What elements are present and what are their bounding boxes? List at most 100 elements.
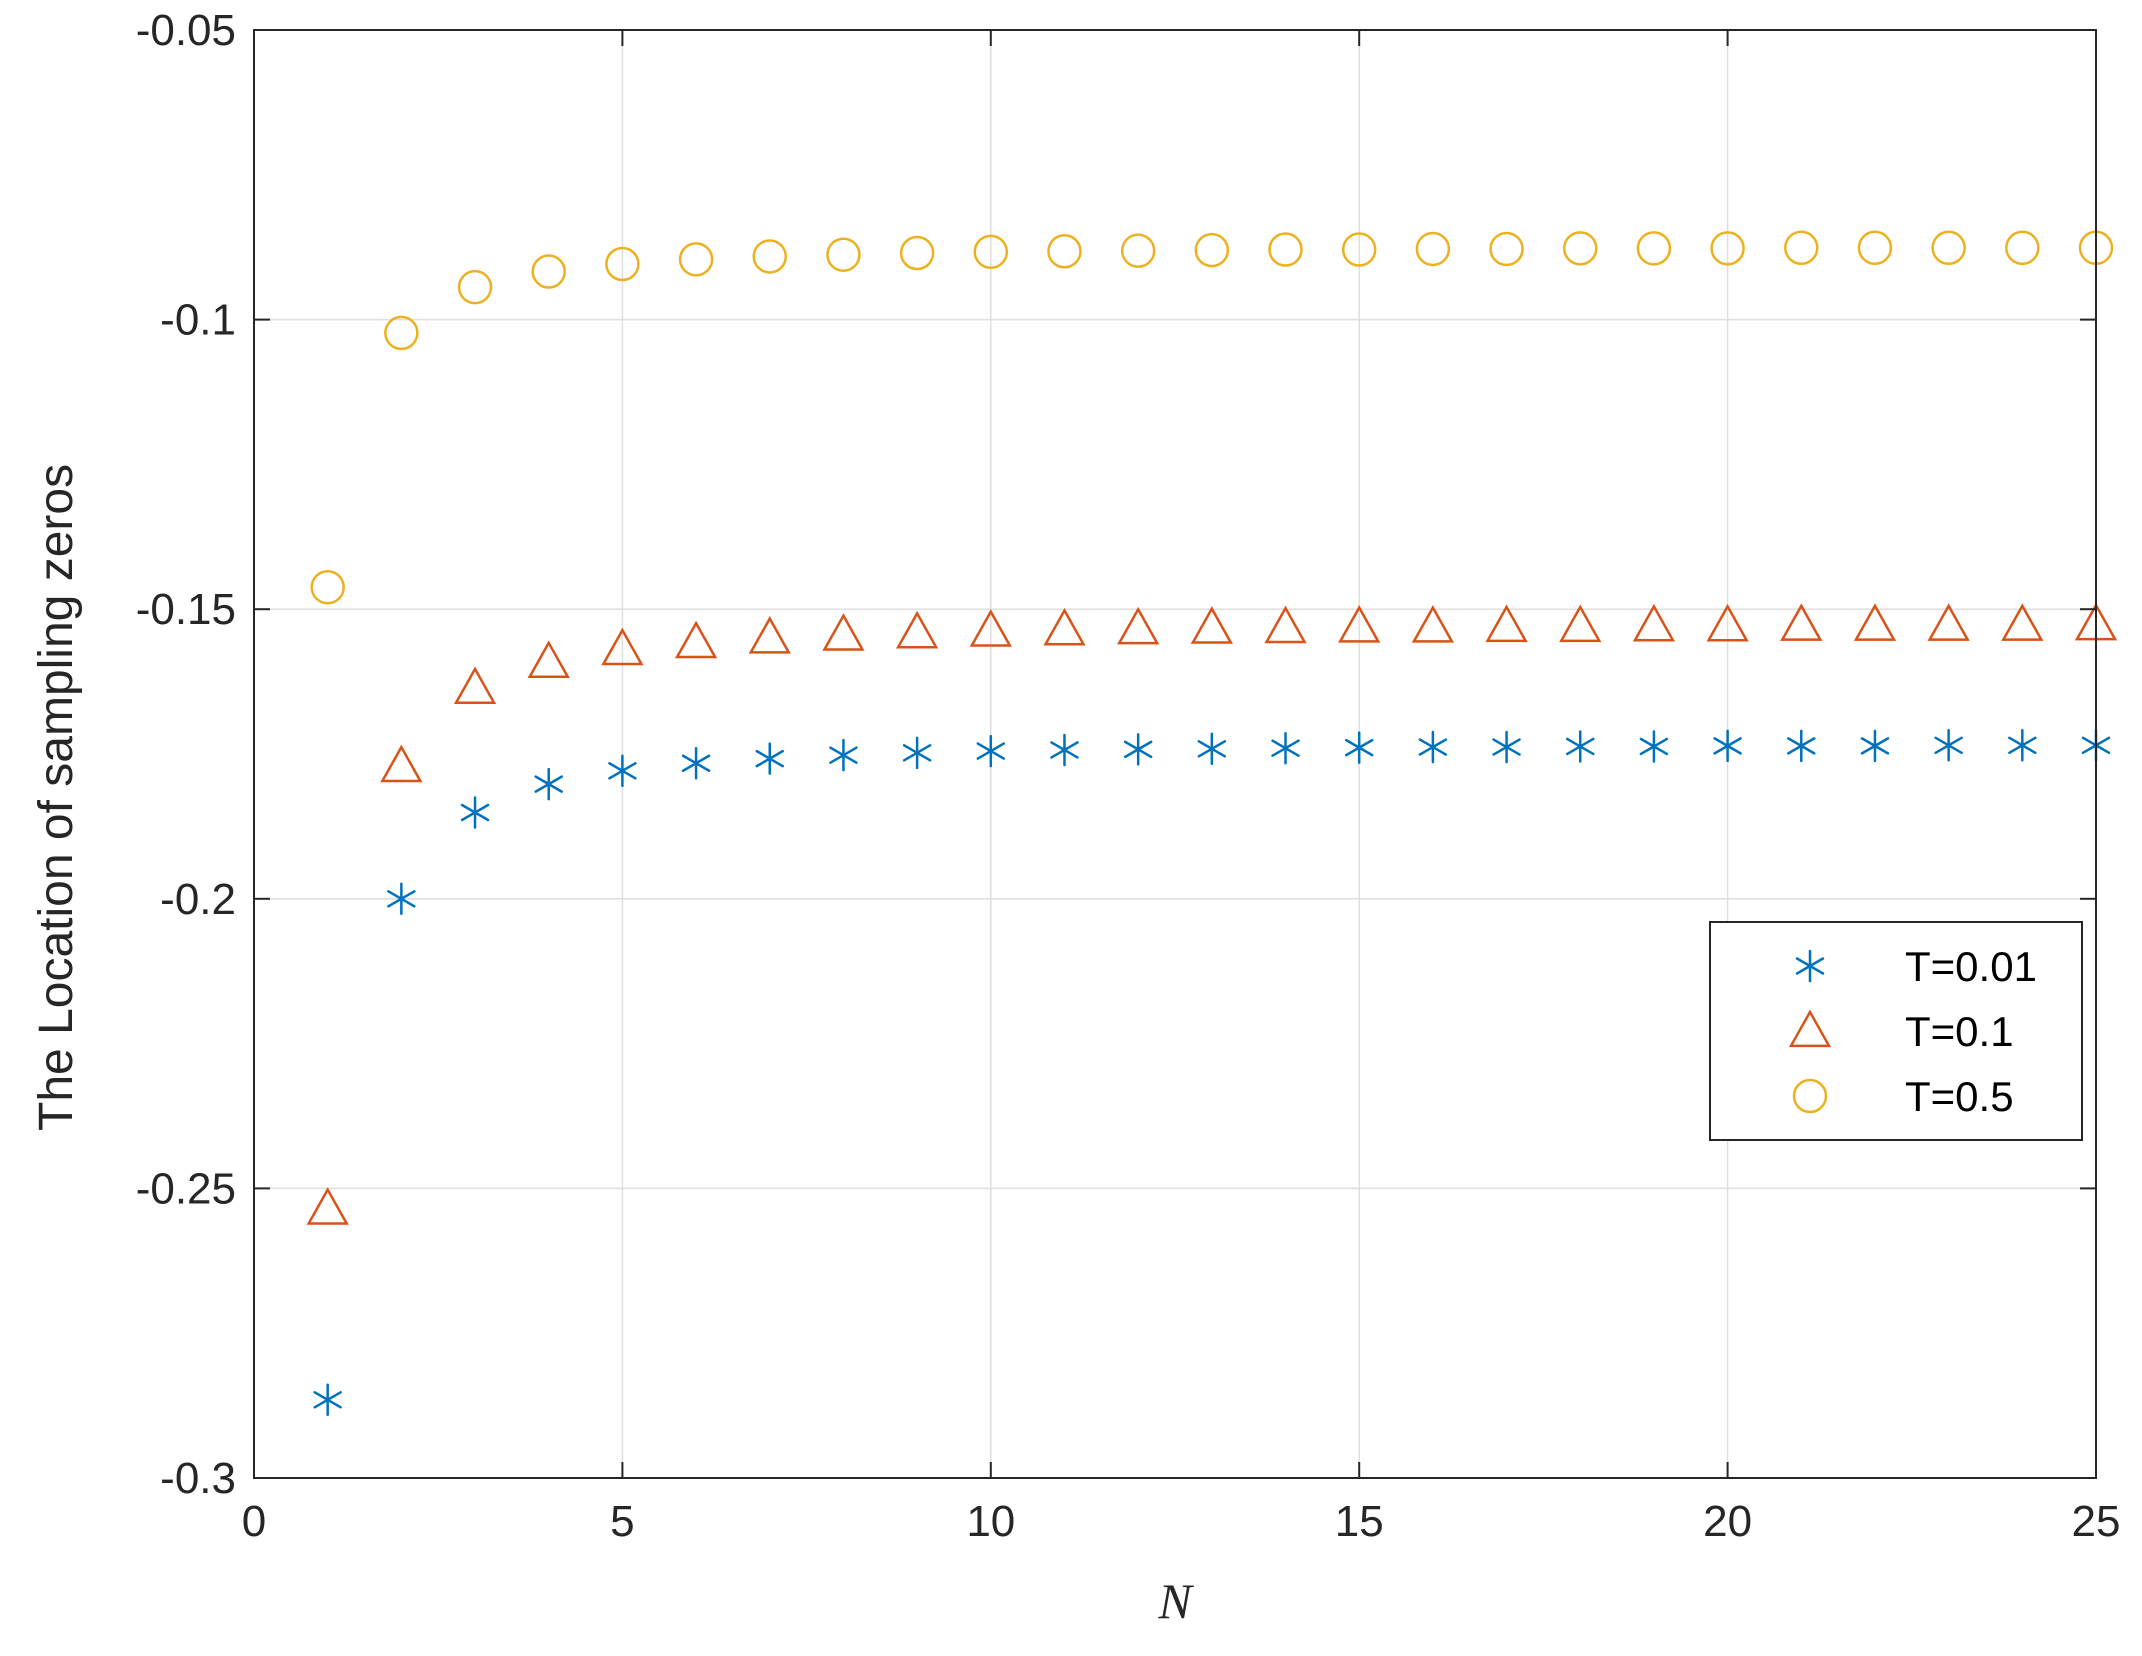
data-point — [1860, 729, 1890, 763]
legend-marker — [1795, 949, 1825, 983]
y-tick-label: -0.25 — [136, 1164, 236, 1213]
data-point — [1710, 231, 1745, 266]
data-point — [1047, 234, 1082, 269]
data-point — [1780, 603, 1823, 641]
data-point — [1857, 230, 1893, 266]
axis-ticks — [253, 29, 2097, 1479]
axes-box — [253, 29, 2097, 1479]
data-point — [1190, 606, 1233, 644]
data-point — [973, 234, 1009, 270]
data-point — [2005, 230, 2040, 266]
data-point — [531, 254, 566, 289]
data-point — [1418, 730, 1448, 764]
data-point — [313, 1383, 342, 1417]
data-point — [822, 613, 865, 651]
data-point — [1787, 729, 1816, 763]
data-point — [674, 620, 718, 659]
data-markers — [306, 230, 2118, 1417]
data-point — [1415, 231, 1451, 267]
data-point — [460, 796, 490, 829]
data-point — [755, 742, 784, 775]
data-point — [1566, 730, 1595, 763]
x-tick-label: 5 — [610, 1497, 634, 1546]
y-tick-label: -0.3 — [160, 1454, 236, 1503]
legend-marker — [1788, 1009, 1832, 1048]
data-point — [527, 640, 570, 678]
data-point — [1706, 603, 1749, 642]
series-2 — [306, 602, 2118, 1225]
data-point — [1636, 231, 1672, 266]
data-point — [1411, 605, 1455, 643]
data-point — [2001, 603, 2044, 641]
y-tick-label: -0.1 — [160, 296, 236, 345]
data-point — [306, 1187, 349, 1225]
data-point — [387, 882, 416, 916]
data-point — [752, 239, 788, 274]
x-axis-label: N — [1157, 1573, 1194, 1629]
legend-entry-label: T=0.01 — [1905, 943, 2037, 990]
data-point — [1344, 731, 1374, 764]
data-point — [1123, 733, 1153, 766]
legend-entry-label: T=0.1 — [1905, 1008, 2014, 1055]
data-point — [1559, 604, 1602, 643]
data-point — [678, 242, 714, 277]
legend: T=0.01 T=0.1 T=0.5 — [1709, 921, 2083, 1141]
data-point — [976, 734, 1006, 768]
data-point — [1271, 731, 1300, 765]
data-point — [1338, 605, 1381, 643]
data-point — [453, 666, 497, 705]
data-point — [899, 235, 935, 271]
data-point — [1639, 730, 1669, 763]
data-point — [1050, 733, 1079, 767]
data-point — [1489, 231, 1524, 267]
data-point — [1197, 732, 1227, 766]
series-1 — [313, 729, 2111, 1417]
y-axis-label: The Location of sampling zeros — [30, 464, 83, 1131]
data-point — [895, 610, 939, 649]
data-point — [310, 569, 345, 605]
x-tick-label: 15 — [1335, 1497, 1384, 1546]
data-point — [1194, 232, 1230, 268]
data-point — [829, 738, 858, 772]
x-tick-label: 25 — [2072, 1497, 2121, 1546]
data-point — [1117, 606, 1160, 645]
data-point — [380, 744, 423, 783]
grid-lines — [254, 30, 2096, 1478]
data-point — [1120, 233, 1156, 268]
data-point — [534, 767, 563, 801]
data-point — [608, 754, 637, 788]
data-point — [681, 747, 711, 780]
data-point — [1485, 604, 1528, 643]
data-point — [2008, 729, 2037, 762]
data-point — [902, 736, 932, 770]
x-tick-label: 10 — [966, 1497, 1015, 1546]
data-point — [1927, 603, 1970, 641]
x-tick-label: 20 — [1703, 1497, 1752, 1546]
data-point — [1853, 603, 1897, 641]
y-tick-label: -0.2 — [160, 875, 236, 924]
data-point — [969, 609, 1012, 647]
data-point — [1492, 730, 1521, 764]
data-point — [384, 315, 419, 351]
data-point — [1268, 232, 1303, 267]
data-point — [826, 237, 861, 272]
data-point — [1784, 230, 1819, 266]
data-point — [1632, 603, 1676, 642]
y-tick-label: -0.05 — [136, 6, 236, 55]
data-point — [601, 627, 644, 666]
y-tick-label: -0.15 — [136, 585, 236, 634]
legend-box — [1709, 921, 2083, 1141]
x-tick-label: 0 — [242, 1497, 266, 1546]
data-point — [1264, 605, 1307, 644]
data-point — [1934, 729, 1963, 762]
legend-marker — [1792, 1078, 1828, 1114]
data-point — [1931, 230, 1966, 266]
data-point — [1562, 231, 1598, 266]
data-point — [1043, 607, 1086, 646]
tick-labels: 0 5 10 15 20 25 -0.3 -0.25 -0.2 -0.15 -0.1 -0.05 — [136, 6, 2121, 1546]
data-point — [1341, 232, 1377, 267]
data-point — [1713, 729, 1742, 763]
legend-entry-label: T=0.5 — [1905, 1073, 2014, 1120]
